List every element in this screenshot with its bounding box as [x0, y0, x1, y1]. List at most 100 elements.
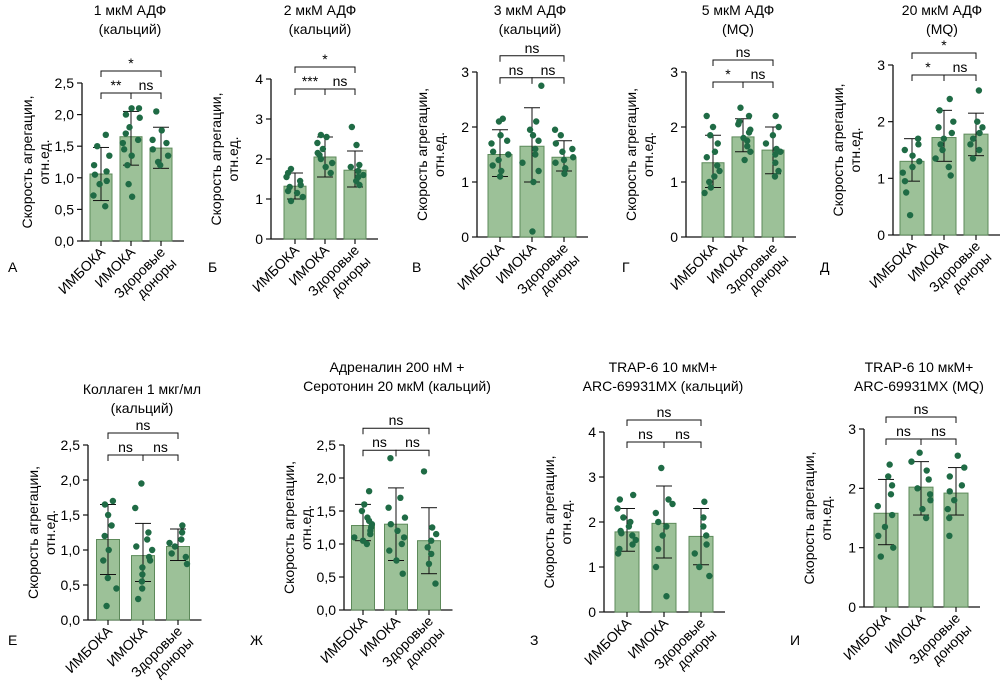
data-point: [393, 557, 400, 564]
data-point: [976, 129, 983, 137]
y-tick-label: 1,0: [317, 536, 337, 552]
data-point: [128, 152, 135, 159]
data-point: [877, 553, 884, 560]
significance-label: ns: [139, 77, 154, 93]
y-tick-label: 2: [670, 119, 678, 135]
y-axis-label: Скорость агрегации,отн.ед.: [830, 84, 863, 217]
significance-bracket: [100, 92, 132, 99]
data-point: [703, 541, 710, 548]
data-point: [771, 173, 779, 180]
data-point: [360, 171, 367, 179]
x-tick-label: ИМБОКА: [840, 609, 894, 663]
data-point: [714, 140, 721, 147]
data-point: [736, 118, 743, 125]
y-tick-label: 2: [461, 119, 469, 135]
data-point: [495, 156, 502, 164]
data-point: [287, 165, 295, 173]
significance-label: *: [725, 66, 731, 82]
data-point: [158, 127, 165, 134]
panel-title: Адреналин 200 нМ +: [330, 359, 465, 375]
x-tick-label-line: ИМБОКА: [840, 609, 894, 663]
data-point: [432, 530, 440, 538]
data-point: [709, 123, 717, 131]
y-tick-label: 1: [461, 174, 469, 190]
data-point: [166, 539, 173, 547]
data-point: [178, 529, 186, 536]
x-tick-label-line: ИМБОКА: [581, 614, 635, 668]
data-point: [398, 540, 406, 548]
y-axis-label-line: отн.ед.: [42, 510, 58, 555]
panel-letter: Ж: [250, 632, 263, 648]
y-tick-label: 2: [588, 514, 596, 530]
significance-bracket: [107, 454, 144, 461]
data-point: [958, 482, 966, 489]
y-tick-label: 2,5: [55, 75, 75, 91]
data-point: [314, 149, 321, 157]
y-axis-label-line: Скорость агрегации,: [281, 461, 297, 594]
panel-letter: В: [412, 259, 421, 275]
significance-bracket: [362, 427, 430, 435]
data-point: [908, 458, 915, 465]
panel-title: ARC-69931MX (MQ): [854, 378, 984, 394]
panel-title: TRAP-6 10 мкМ+: [609, 359, 718, 375]
y-tick-label: 0,5: [61, 577, 81, 593]
data-point: [356, 161, 363, 169]
significance-bracket: [142, 454, 179, 461]
data-point: [128, 193, 136, 200]
significance-label: ns: [389, 412, 404, 428]
data-point: [126, 124, 133, 131]
data-point: [428, 550, 435, 558]
data-point: [944, 505, 951, 513]
significance-label: ns: [153, 439, 168, 455]
data-point: [90, 192, 97, 199]
data-point: [538, 82, 545, 89]
panel-title: 1 мкМ АДФ: [94, 2, 167, 18]
panel-8: TRAP-6 10 мкМ+ ARC-69931MX (кальций) З Скор…: [530, 359, 744, 672]
x-tick-label-line: ИМБОКА: [866, 237, 920, 291]
data-point: [569, 145, 576, 153]
y-tick-label: 1,5: [317, 503, 337, 519]
data-point: [119, 139, 127, 147]
panel-title: Серотонин 20 мкМ (кальций): [303, 378, 491, 394]
significance-bracket: [324, 88, 356, 95]
data-point: [153, 108, 160, 115]
data-point: [950, 118, 957, 125]
y-tick-label: 2,0: [317, 470, 337, 486]
data-point: [529, 132, 537, 139]
data-point: [154, 158, 162, 166]
data-point: [658, 464, 665, 472]
data-point: [614, 505, 621, 512]
significance-bracket: [294, 66, 356, 73]
data-point: [703, 154, 710, 161]
data-point: [164, 152, 172, 159]
data-point: [128, 105, 135, 112]
panel-7: Адреналин 200 нМ + Серотонин 20 мкМ (каль…: [250, 359, 491, 670]
data-point: [101, 532, 108, 540]
data-point: [951, 497, 958, 504]
data-point: [617, 527, 624, 535]
y-axis-label-line: Скорость агрегации,: [541, 456, 557, 589]
y-axis-label-line: Скорость агрегации,: [623, 88, 639, 221]
data-point: [969, 135, 977, 142]
y-tick-label: 0: [461, 229, 469, 245]
data-point: [319, 145, 327, 153]
data-point: [946, 488, 953, 495]
data-point: [122, 130, 129, 137]
data-point: [552, 140, 560, 147]
y-axis-label-line: Скорость агрегации,: [801, 452, 817, 585]
significance-label: ns: [657, 404, 672, 420]
significance-label: *: [128, 55, 134, 71]
significance-label: ns: [405, 434, 420, 450]
y-axis-label-line: Скорость агрегации,: [830, 84, 846, 217]
y-tick-label: 3: [877, 57, 885, 73]
significance-bracket: [911, 74, 945, 81]
panel-title: ARC-69931MX (кальций): [583, 378, 744, 394]
data-point: [557, 132, 564, 139]
data-point: [385, 504, 392, 511]
data-point: [387, 455, 394, 462]
data-point: [532, 145, 539, 153]
x-tick-label: ИМБОКА: [454, 239, 508, 293]
data-point: [769, 132, 777, 139]
data-point: [716, 167, 723, 175]
significance-label: ***: [302, 73, 319, 89]
